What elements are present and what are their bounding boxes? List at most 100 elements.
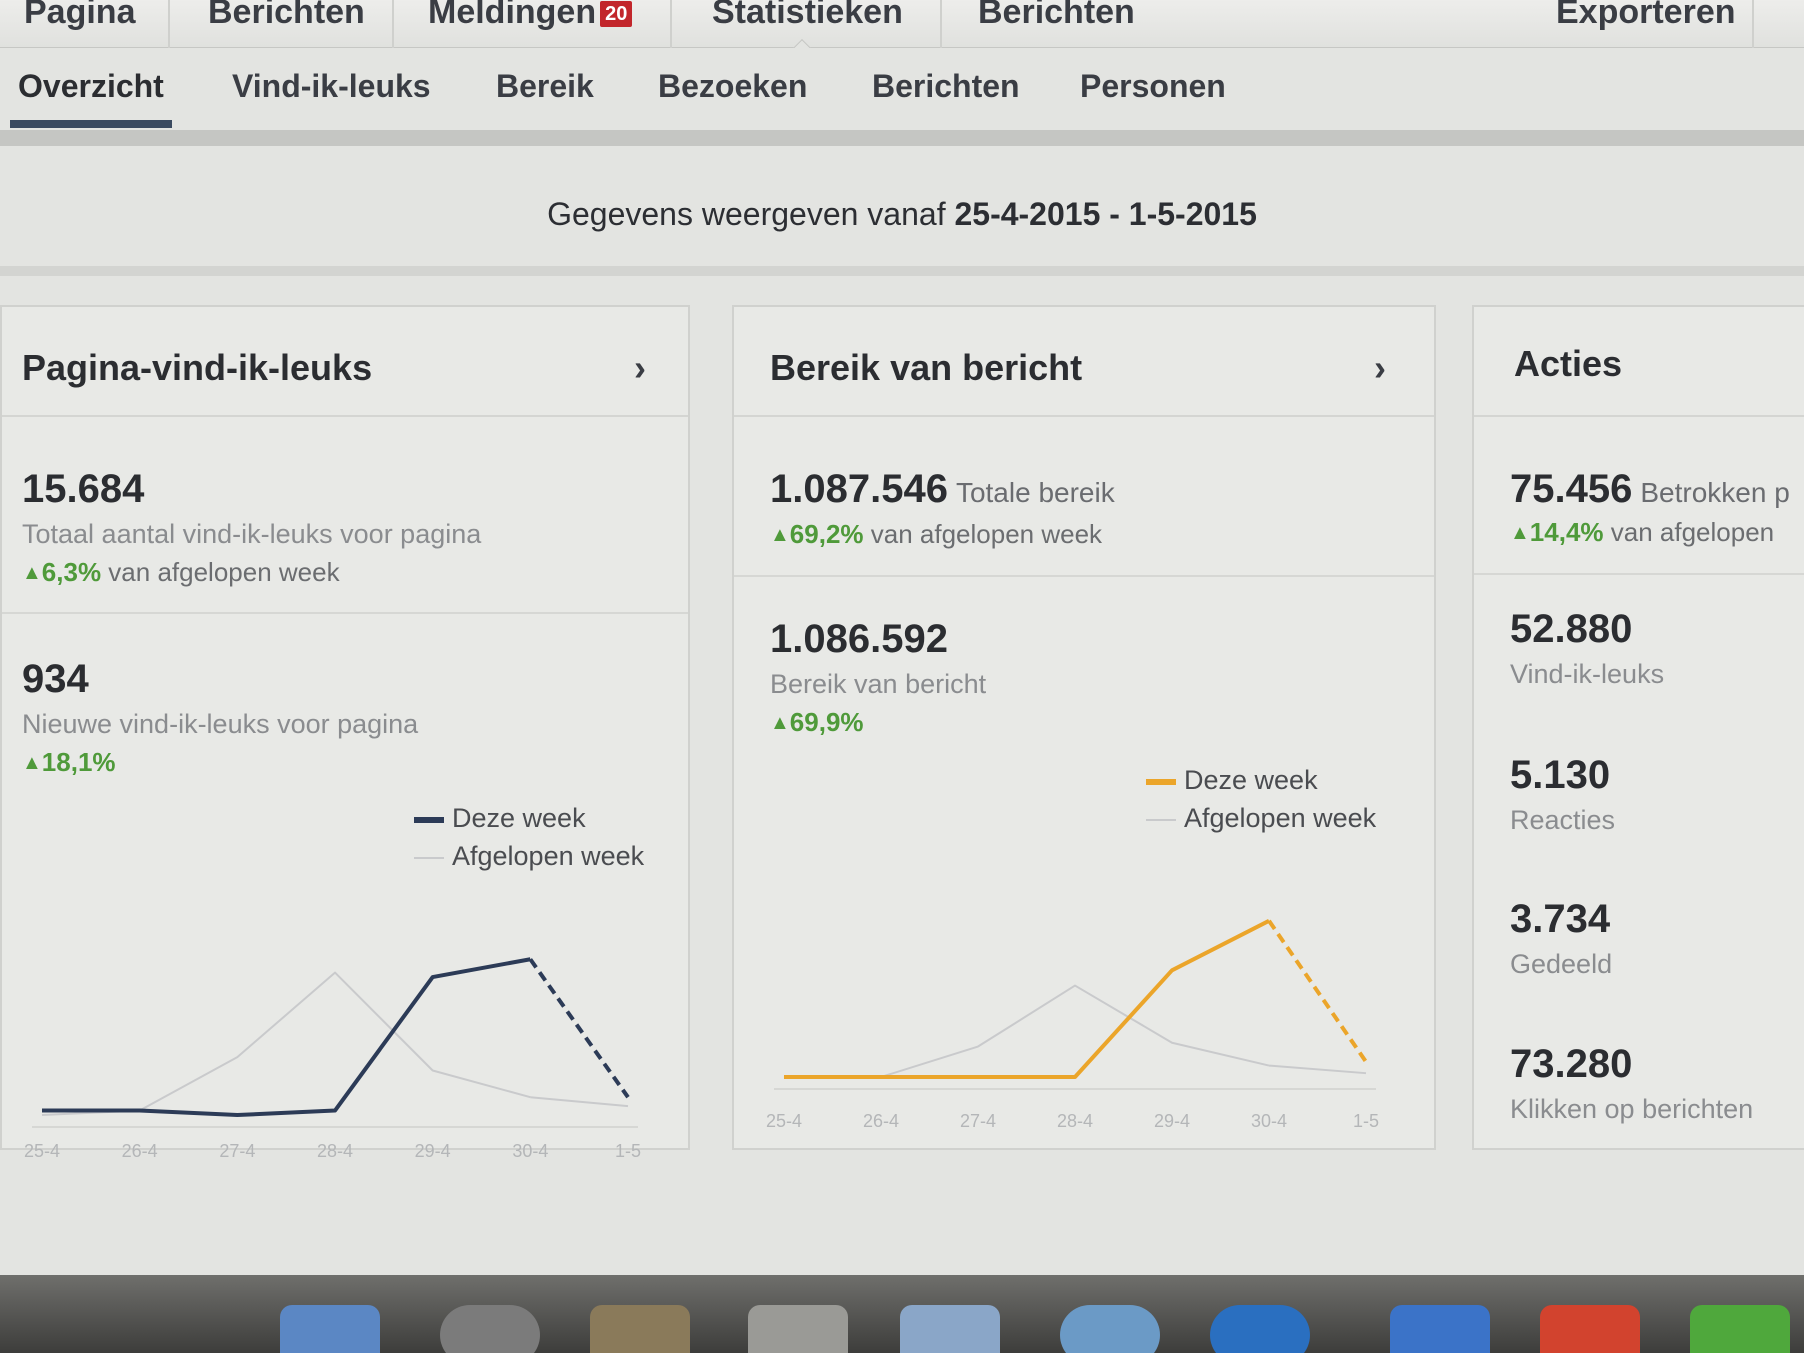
series-last-week-line	[41, 971, 531, 1116]
app-icon[interactable]	[1390, 1305, 1490, 1353]
reach-card-title: Bereik van bericht	[770, 347, 1083, 388]
new-likes-change: ▲18,1%	[22, 747, 116, 777]
app-icon[interactable]	[280, 1305, 380, 1353]
series-last-week-projection	[1268, 1064, 1367, 1075]
sub-navigation: Overzicht Vind-ik-leuks Bereik Bezoeken …	[0, 48, 1804, 132]
legend-swatch	[414, 856, 444, 859]
x-tick-label: 1-5	[615, 1141, 641, 1161]
app-icon[interactable]	[900, 1305, 1000, 1353]
app-icon[interactable]	[1540, 1305, 1640, 1353]
reach-chart: 25-4 26-4 27-4 28-4 29-4 30-4 1-5	[766, 919, 1379, 1131]
divider	[734, 575, 1434, 577]
divider	[1752, 0, 1754, 48]
date-range: Gegevens weergeven vanaf 25-4-2015 - 1-5…	[0, 196, 1804, 233]
engaged-value: 75.456 Betrokken p	[1510, 467, 1790, 511]
reactions-label: Reacties	[1510, 805, 1616, 835]
up-arrow-icon: ▲	[770, 524, 790, 546]
post-reach-value: 1.086.592	[770, 617, 948, 661]
actions-card-header[interactable]: Acties	[1474, 307, 1804, 417]
legend-this-week: Deze week	[414, 803, 586, 834]
topnav-statistieken[interactable]: Statistieken	[712, 0, 903, 31]
x-tick-label: 27-4	[219, 1141, 255, 1161]
date-range-prefix: Gegevens weergeven vanaf	[547, 196, 946, 232]
shared-value: 3.734	[1510, 897, 1611, 941]
post-reach-change: ▲69,9%	[770, 707, 864, 737]
x-tick-label: 1-5	[1353, 1111, 1379, 1131]
app-icon[interactable]	[590, 1305, 690, 1353]
actions-card-title: Acties	[1514, 343, 1623, 384]
topnav-pagina[interactable]: Pagina	[24, 0, 136, 31]
total-likes-change: ▲6,3% van afgelopen week	[22, 557, 340, 587]
tab-berichten[interactable]: Berichten	[872, 68, 1020, 104]
x-tick-label: 30-4	[1251, 1111, 1287, 1131]
total-likes-value: 15.684	[22, 467, 145, 511]
tab-overzicht[interactable]: Overzicht	[18, 68, 164, 104]
subnav-border	[0, 130, 1804, 146]
app-icon[interactable]	[1210, 1305, 1310, 1353]
legend-swatch	[1146, 778, 1176, 785]
divider	[168, 0, 170, 48]
likes-label: Vind-ik-leuks	[1510, 659, 1665, 689]
legend-swatch	[1146, 818, 1176, 821]
topnav-berichten[interactable]: Berichten	[208, 0, 365, 31]
up-arrow-icon: ▲	[770, 712, 790, 734]
chevron-right-icon[interactable]: ›	[1374, 347, 1386, 388]
likes-chart: 25-4 26-4 27-4 28-4 29-4 30-4 1-5	[24, 957, 641, 1161]
tab-vind-ik-leuks[interactable]: Vind-ik-leuks	[232, 68, 431, 104]
divider	[392, 0, 394, 48]
x-tick-label: 27-4	[960, 1111, 996, 1131]
app-icon[interactable]	[748, 1305, 848, 1353]
series-this-week-line	[784, 919, 1270, 1079]
tab-personen[interactable]: Personen	[1080, 68, 1226, 104]
actions-card: Acties 75.456 Betrokken p ▲14,4% van afge…	[1472, 305, 1804, 1150]
engaged-change: ▲14,4% van afgelopen	[1510, 517, 1775, 547]
export-button[interactable]: Exporteren	[1556, 0, 1736, 31]
series-last-week-line	[784, 984, 1270, 1078]
post-reach-label: Bereik van bericht	[770, 669, 987, 699]
meldingen-label: Meldingen	[428, 0, 597, 31]
x-tick-label: 29-4	[1154, 1111, 1190, 1131]
topnav-meldingen[interactable]: Meldingen 20	[428, 0, 633, 34]
x-tick-label: 25-4	[766, 1111, 802, 1131]
safari-icon[interactable]	[1060, 1305, 1160, 1353]
series-this-week-line	[42, 957, 531, 1117]
chevron-right-icon[interactable]: ›	[634, 347, 646, 388]
legend-last-week: Afgelopen week	[414, 841, 644, 872]
active-tab-underline	[10, 120, 172, 128]
divider	[670, 0, 672, 48]
up-arrow-icon: ▲	[22, 562, 42, 584]
likes-value: 52.880	[1510, 607, 1633, 651]
os-dock	[0, 1275, 1804, 1353]
series-last-week-projection	[530, 1096, 629, 1108]
series-this-week-projection	[1267, 919, 1368, 1063]
engaged-label: Betrokken p	[1640, 477, 1790, 508]
notifications-badge: 20	[600, 1, 633, 28]
date-range-value[interactable]: 25-4-2015 - 1-5-2015	[954, 196, 1257, 232]
likes-card-header[interactable]: Pagina-vind-ik-leuks ›	[2, 307, 688, 417]
total-reach-label: Totale bereik	[955, 477, 1115, 508]
likes-card: Pagina-vind-ik-leuks › 15.684 Totaal aan…	[0, 305, 690, 1161]
total-reach-value: 1.087.546 Totale bereik	[770, 467, 1115, 511]
total-reach-change: ▲69,2% van afgelopen week	[770, 519, 1103, 549]
divider	[940, 0, 942, 48]
new-likes-label: Nieuwe vind-ik-leuks voor pagina	[22, 709, 419, 739]
x-tick-label: 28-4	[1057, 1111, 1093, 1131]
legend-this-week: Deze week	[1146, 765, 1318, 796]
reach-card-header[interactable]: Bereik van bericht ›	[734, 307, 1434, 417]
x-tick-label: 25-4	[24, 1141, 60, 1161]
x-tick-label: 29-4	[415, 1141, 451, 1161]
total-likes-label: Totaal aantal vind-ik-leuks voor pagina	[22, 519, 482, 549]
x-tick-label: 30-4	[512, 1141, 548, 1161]
clicks-value: 73.280	[1510, 1042, 1633, 1086]
series-this-week-projection	[528, 958, 630, 1099]
divider	[2, 612, 688, 614]
app-icon[interactable]	[1690, 1305, 1790, 1353]
likes-card-title: Pagina-vind-ik-leuks	[22, 347, 373, 388]
legend-swatch	[414, 816, 444, 823]
section-divider	[0, 266, 1804, 276]
topnav-berichten-2[interactable]: Berichten	[978, 0, 1135, 31]
tab-bereik[interactable]: Bereik	[496, 68, 594, 104]
app-icon[interactable]	[440, 1305, 540, 1353]
tab-bezoeken[interactable]: Bezoeken	[658, 68, 808, 104]
up-arrow-icon: ▲	[22, 752, 42, 774]
